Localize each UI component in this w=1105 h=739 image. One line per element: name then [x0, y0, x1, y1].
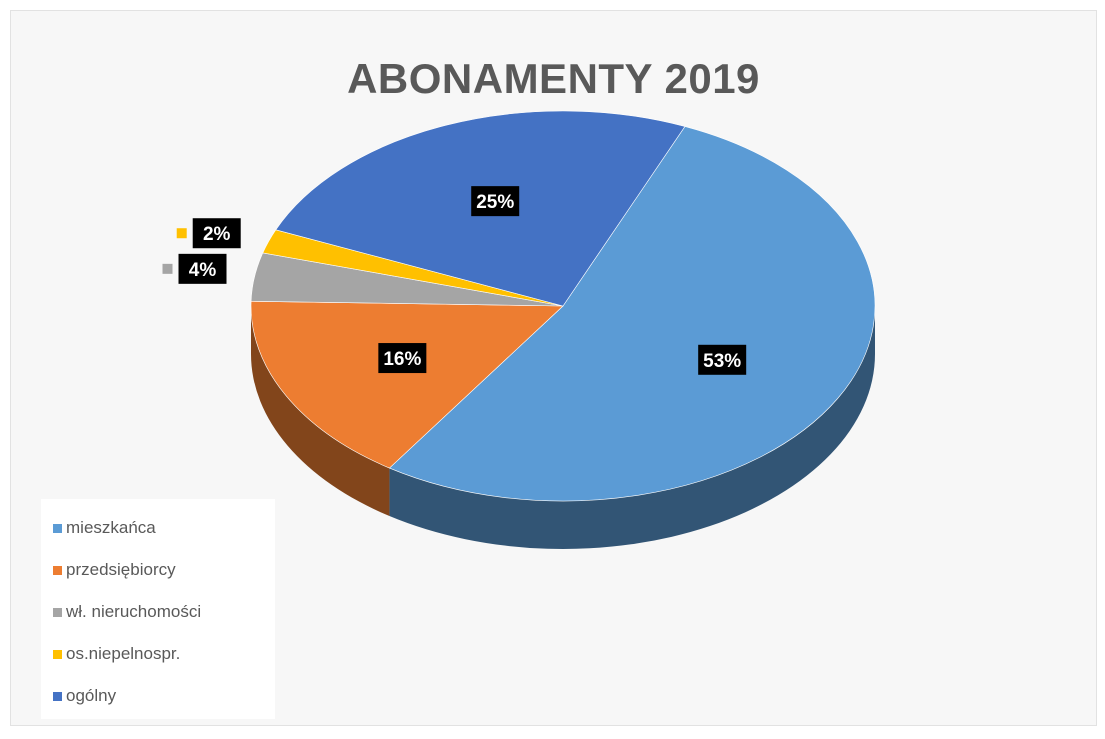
legend-item: mieszkańca: [53, 517, 156, 539]
data-label-2: 4%: [189, 260, 217, 281]
data-label-box-1: [378, 343, 427, 374]
legend-item: przedsiębiorcy: [53, 559, 176, 581]
legend-swatch: [53, 649, 62, 659]
data-label-box-3: [192, 218, 241, 249]
data-label-3: 2%: [203, 224, 231, 245]
data-labels: 53% 16% 4% 2% 25%: [162, 186, 747, 375]
legend-label: wł. nieruchomości: [66, 602, 202, 621]
pie-side-1: [250, 306, 390, 517]
legend-swatch: [53, 607, 62, 617]
pie-slice-1: [250, 300, 564, 469]
pie-top: [250, 110, 876, 502]
pie-slice-0: [388, 126, 876, 502]
legend: mieszkańca przedsiębiorcy wł. nieruchomośc…: [41, 499, 275, 719]
legend-label: mieszkańca: [66, 518, 156, 537]
data-label-box-0: [698, 344, 747, 375]
legend-label: przedsiębiorcy: [66, 560, 176, 579]
legend-swatch: [53, 691, 62, 701]
data-label-0: 53%: [703, 351, 741, 372]
data-label-4: 25%: [476, 192, 514, 213]
data-label-legend-key-2: [162, 263, 173, 274]
chart-title: ABONAMENTY 2019: [347, 55, 760, 102]
legend-swatch: [53, 565, 62, 575]
legend-swatch: [53, 523, 62, 533]
pie-side-0: [389, 306, 875, 549]
pie-chart: 53% 16% 4% 2% 25%: [162, 110, 876, 549]
legend-label: os.niepelnospr.: [66, 644, 181, 663]
data-label-legend-key-3: [176, 228, 187, 239]
legend-label: ogólny: [66, 686, 117, 705]
data-label-box-4: [471, 186, 520, 217]
legend-item: wł. nieruchomości: [53, 601, 201, 623]
data-label-box-2: [178, 253, 227, 284]
legend-item: os.niepelnospr.: [53, 643, 180, 665]
chart-area: ABONAMENTY 2019 53% 16% 4% 2% 25% mieszkańca…: [10, 10, 1097, 726]
pie-side: [250, 306, 875, 549]
legend-item: ogólny: [53, 685, 116, 707]
data-label-1: 16%: [383, 349, 421, 370]
